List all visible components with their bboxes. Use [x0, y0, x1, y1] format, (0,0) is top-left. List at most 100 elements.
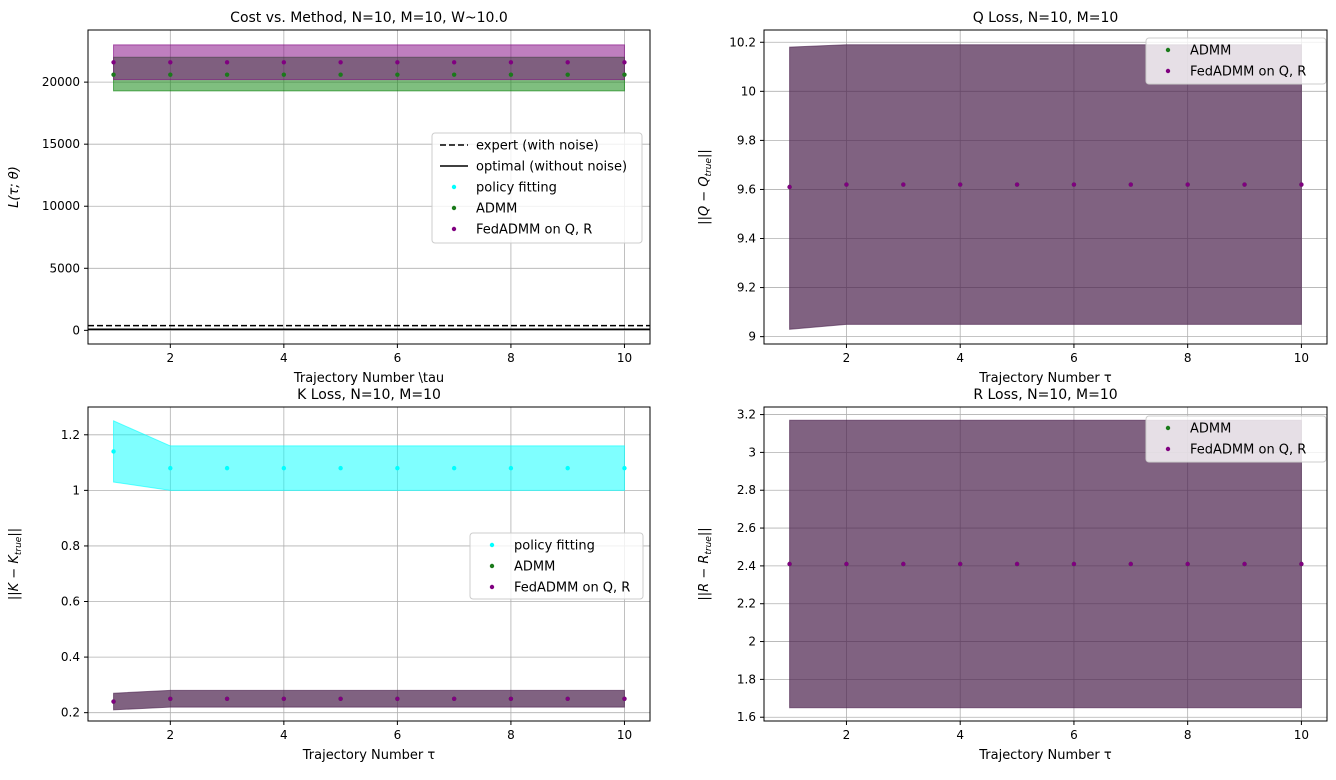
- x-tick-label: 8: [1184, 351, 1192, 365]
- x-tick-label: 2: [166, 351, 174, 365]
- y-tick-label: 9.8: [737, 133, 756, 147]
- legend: ADMM FedADMM on Q, R: [1145, 415, 1327, 463]
- data-point: [168, 72, 173, 77]
- data-point: [1014, 182, 1020, 187]
- data-point: [565, 60, 570, 65]
- data-point: [281, 72, 287, 77]
- chart-title: Cost vs. Method, N=10, M=10, W~10.0: [230, 10, 508, 26]
- chart-title: K Loss, N=10, M=10: [297, 387, 441, 403]
- legend-marker: [489, 584, 495, 590]
- y-tick-label: 10: [741, 84, 756, 98]
- data-point: [622, 696, 627, 701]
- x-tick-label: 6: [394, 351, 402, 365]
- y-tick-label: 0.6: [61, 595, 80, 609]
- y-tick-label: 5000: [49, 261, 80, 275]
- legend-label: policy fitting: [476, 181, 557, 196]
- legend-box: [469, 532, 644, 600]
- data-point: [1242, 561, 1247, 567]
- x-tick-label: 2: [166, 728, 174, 742]
- y-tick-label: 1.6: [737, 710, 756, 724]
- x-tick-label: 10: [1294, 728, 1309, 742]
- data-point: [565, 696, 570, 701]
- data-point: [622, 60, 627, 65]
- chart-panel-2: 2 4 6 8 10 9 9.2 9.4 9.6 9.8 10 10.2 Q Loss, N=10, M…: [697, 10, 1328, 386]
- x-tick-label: 2: [843, 728, 851, 742]
- data-point: [787, 184, 792, 190]
- plot-frame: [763, 29, 1328, 345]
- data-point: [901, 561, 906, 567]
- x-tick-label: 4: [956, 728, 964, 742]
- data-point: [957, 182, 963, 187]
- data-point: [957, 561, 963, 567]
- legend-label: FedADMM on Q, R: [514, 581, 630, 596]
- legend-label: optimal (without noise): [476, 160, 627, 175]
- x-tick-label: 6: [394, 728, 402, 742]
- chart-panel-4: 2 4 6 8 10 1.6 1.8 2 2.2 2.4 2.6 2.8 3 3.2 R Loss, N=1…: [697, 387, 1328, 763]
- data-point: [508, 72, 514, 77]
- data-point: [395, 696, 400, 701]
- data-point: [224, 696, 230, 701]
- band-admm: [789, 419, 1302, 709]
- x-tick-label: 4: [280, 351, 288, 365]
- y-tick-label: 1.2: [61, 428, 80, 442]
- y-tick-label: 9.2: [737, 281, 756, 295]
- data-point: [451, 465, 457, 471]
- data-point: [451, 696, 457, 701]
- y-tick-label: 15000: [42, 137, 80, 151]
- legend-label: ADMM: [1190, 422, 1231, 437]
- x-axis-label: Trajectory Number τ: [978, 748, 1112, 763]
- data-point: [1242, 182, 1247, 187]
- data-point: [844, 182, 849, 187]
- y-tick-label: 1.8: [737, 672, 756, 686]
- legend-label: ADMM: [514, 560, 555, 575]
- x-tick-label: 6: [1070, 351, 1078, 365]
- data-point: [1128, 182, 1134, 187]
- data-point: [622, 465, 627, 471]
- data-point: [1185, 561, 1190, 567]
- data-point: [281, 696, 287, 701]
- data-point: [395, 60, 400, 65]
- data-point: [338, 696, 343, 701]
- data-point: [451, 72, 457, 77]
- y-tick-label: 9.4: [737, 232, 756, 246]
- legend-label: policy fitting: [514, 539, 595, 554]
- plot-frame: [87, 406, 651, 722]
- y-tick-label: 3.2: [737, 408, 756, 422]
- y-tick-label: 0.2: [61, 706, 80, 720]
- legend-marker: [1165, 446, 1171, 452]
- data-point: [111, 449, 116, 454]
- data-point: [338, 60, 343, 65]
- data-point: [1299, 182, 1304, 187]
- data-point: [901, 182, 906, 187]
- band-policy-fitting: [113, 420, 625, 491]
- legend-marker: [451, 205, 457, 211]
- y-tick-label: 2.2: [737, 597, 756, 611]
- y-tick-label: 10000: [42, 199, 80, 213]
- chart-panel-3: 2 4 6 8 10 0.2 0.4 0.6 0.8 1 1.2 K Loss, N=10, M=10…: [7, 387, 651, 763]
- legend-label: ADMM: [1190, 44, 1231, 59]
- data-point: [281, 60, 287, 65]
- data-point: [622, 72, 627, 77]
- data-point: [168, 696, 173, 701]
- y-tick-label: 2: [748, 635, 756, 649]
- x-tick-label: 10: [617, 351, 632, 365]
- data-point: [508, 465, 514, 471]
- y-tick-label: 9: [748, 330, 756, 344]
- data-point: [1128, 561, 1134, 567]
- data-point: [111, 72, 116, 77]
- legend-marker: [451, 184, 457, 190]
- y-axis-label: ||K − Ktrue||: [7, 528, 24, 600]
- y-tick-label: 2.4: [737, 559, 756, 573]
- y-tick-label: 20000: [42, 75, 80, 89]
- legend-marker: [1165, 47, 1171, 53]
- data-point: [224, 60, 230, 65]
- data-point: [565, 465, 570, 471]
- legend-label: FedADMM on Q, R: [476, 223, 592, 238]
- legend-box: [1145, 415, 1327, 463]
- chart-title: Q Loss, N=10, M=10: [973, 10, 1119, 26]
- x-tick-label: 6: [1070, 728, 1078, 742]
- legend-label: expert (with noise): [476, 139, 599, 154]
- data-point: [395, 72, 400, 77]
- y-tick-label: 0: [72, 323, 80, 337]
- data-point: [111, 60, 116, 65]
